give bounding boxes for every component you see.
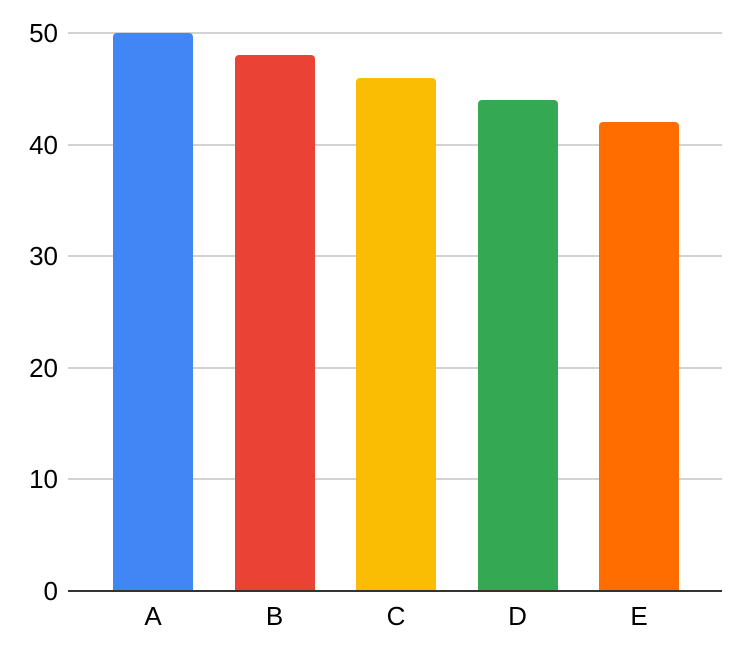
x-axis-category-label: B xyxy=(265,601,284,631)
y-axis-tick-label: 40 xyxy=(29,129,58,160)
x-axis-category-label: D xyxy=(508,601,527,631)
y-axis-tick-label: 20 xyxy=(29,352,58,383)
bar-C xyxy=(356,77,436,590)
gridline xyxy=(68,32,722,34)
x-axis-line xyxy=(68,590,722,592)
bar-D xyxy=(477,99,558,590)
y-axis-tick-label: 10 xyxy=(29,464,58,495)
y-axis-tick-label: 30 xyxy=(29,241,58,272)
x-axis-category-label: C xyxy=(386,601,406,631)
y-axis-tick-label: 50 xyxy=(29,18,58,48)
x-axis-category-label: E xyxy=(630,601,648,631)
bar-B xyxy=(234,55,315,590)
x-axis-category-label: A xyxy=(144,601,162,631)
bar-E xyxy=(599,122,679,590)
bar-A xyxy=(113,33,193,590)
y-axis-tick-label: 0 xyxy=(43,576,58,606)
